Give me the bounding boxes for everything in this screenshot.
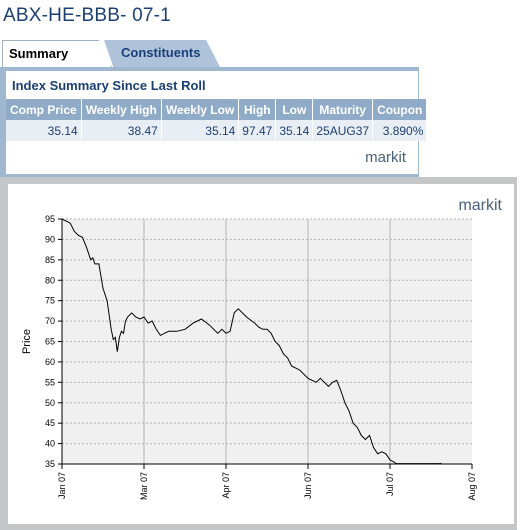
x-tick-label: Jul 07: [385, 472, 395, 496]
x-tick-label: Jan 07: [57, 472, 67, 499]
tab-constituents[interactable]: Constituents: [104, 40, 220, 67]
cell-high: 97.47: [238, 120, 277, 141]
cell-maturity: 25AUG37: [312, 120, 374, 141]
x-tick-label: Mar 07: [139, 472, 149, 500]
y-tick-label: 70: [45, 316, 55, 326]
y-tick-label: 50: [45, 398, 55, 408]
col-high: High: [238, 99, 277, 120]
markit-logo: markit: [365, 149, 406, 166]
y-tick-label: 65: [45, 337, 55, 347]
x-tick-label: Apr 07: [221, 472, 231, 499]
chart-markit-logo: markit: [458, 197, 502, 214]
cell-low: 35.14: [275, 120, 314, 141]
col-coupon: Coupon: [372, 99, 428, 120]
cell-comp-price: 35.14: [6, 120, 82, 141]
summary-header-row: Comp Price Weekly High Weekly Low High L…: [6, 99, 428, 120]
y-tick-label: 40: [45, 439, 55, 449]
y-tick-label: 80: [45, 275, 55, 285]
cell-weekly-low: 35.14: [161, 120, 240, 141]
tab-summary[interactable]: Summary: [2, 40, 112, 67]
y-tick-label: 85: [45, 255, 55, 265]
y-tick-label: 45: [45, 418, 55, 428]
y-tick-label: 60: [45, 357, 55, 367]
summary-row: 35.14 38.47 35.14 97.47 35.14 25AUG37 3.…: [6, 120, 428, 141]
col-comp-price: Comp Price: [6, 99, 82, 120]
cell-weekly-high: 38.47: [81, 120, 162, 141]
summary-heading: Index Summary Since Last Roll: [12, 78, 206, 93]
x-tick-label: Jun 07: [303, 472, 313, 499]
chart-panel: 35 40 45 50 55 60 65 70 75 80 85 90 95 Jan 07 Mar 07 Ap…: [8, 184, 514, 524]
y-axis-label: Price: [21, 329, 33, 354]
tab-bar: Constituents Summary: [0, 40, 527, 67]
y-tick-label: 90: [45, 234, 55, 244]
col-low: Low: [275, 99, 314, 120]
page-title: ABX-HE-BBB- 07-1: [3, 5, 171, 26]
summary-table: Comp Price Weekly High Weekly Low High L…: [6, 99, 428, 141]
y-tick-label: 55: [45, 377, 55, 387]
summary-panel-inner: Index Summary Since Last Roll Comp Price…: [6, 71, 428, 174]
y-tick-label: 75: [45, 296, 55, 306]
x-tick-label: Aug 07: [467, 472, 477, 501]
cell-coupon: 3.890%: [372, 120, 428, 141]
chart-container: 35 40 45 50 55 60 65 70 75 80 85 90 95 Jan 07 Mar 07 Ap…: [0, 177, 517, 530]
y-tick-label: 95: [45, 214, 55, 224]
price-chart: 35 40 45 50 55 60 65 70 75 80 85 90 95 Jan 07 Mar 07 Ap…: [21, 197, 503, 501]
col-weekly-low: Weekly Low: [161, 99, 240, 120]
summary-panel: Index Summary Since Last Roll Comp Price…: [0, 67, 428, 177]
y-tick-label: 35: [45, 459, 55, 469]
col-maturity: Maturity: [312, 99, 374, 120]
price-series-line: [61, 218, 442, 465]
col-weekly-high: Weekly High: [81, 99, 162, 120]
